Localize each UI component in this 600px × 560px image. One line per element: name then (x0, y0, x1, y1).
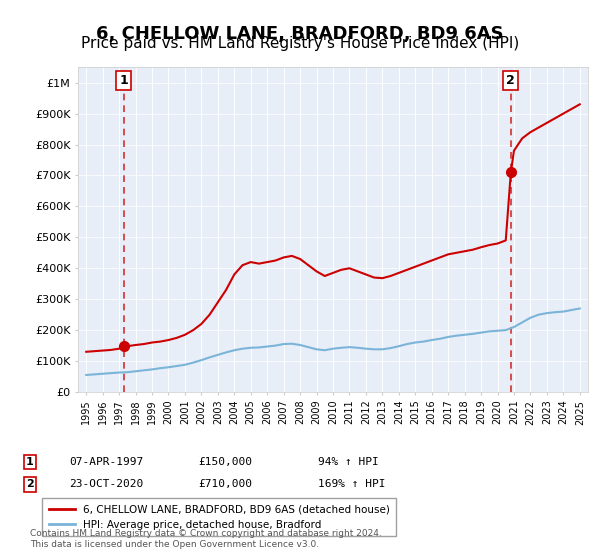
Text: 1: 1 (26, 457, 34, 467)
Text: 2: 2 (506, 74, 515, 87)
Text: 23-OCT-2020: 23-OCT-2020 (69, 479, 143, 489)
Text: 07-APR-1997: 07-APR-1997 (69, 457, 143, 467)
Text: £710,000: £710,000 (198, 479, 252, 489)
Text: 6, CHELLOW LANE, BRADFORD, BD9 6AS: 6, CHELLOW LANE, BRADFORD, BD9 6AS (96, 25, 504, 43)
Text: 1: 1 (119, 74, 128, 87)
Text: 169% ↑ HPI: 169% ↑ HPI (318, 479, 386, 489)
Text: £150,000: £150,000 (198, 457, 252, 467)
Text: 2: 2 (26, 479, 34, 489)
Text: Contains HM Land Registry data © Crown copyright and database right 2024.
This d: Contains HM Land Registry data © Crown c… (30, 529, 382, 549)
Text: 94% ↑ HPI: 94% ↑ HPI (318, 457, 379, 467)
Text: Price paid vs. HM Land Registry's House Price Index (HPI): Price paid vs. HM Land Registry's House … (81, 36, 519, 52)
Legend: 6, CHELLOW LANE, BRADFORD, BD9 6AS (detached house), HPI: Average price, detache: 6, CHELLOW LANE, BRADFORD, BD9 6AS (deta… (43, 498, 396, 536)
